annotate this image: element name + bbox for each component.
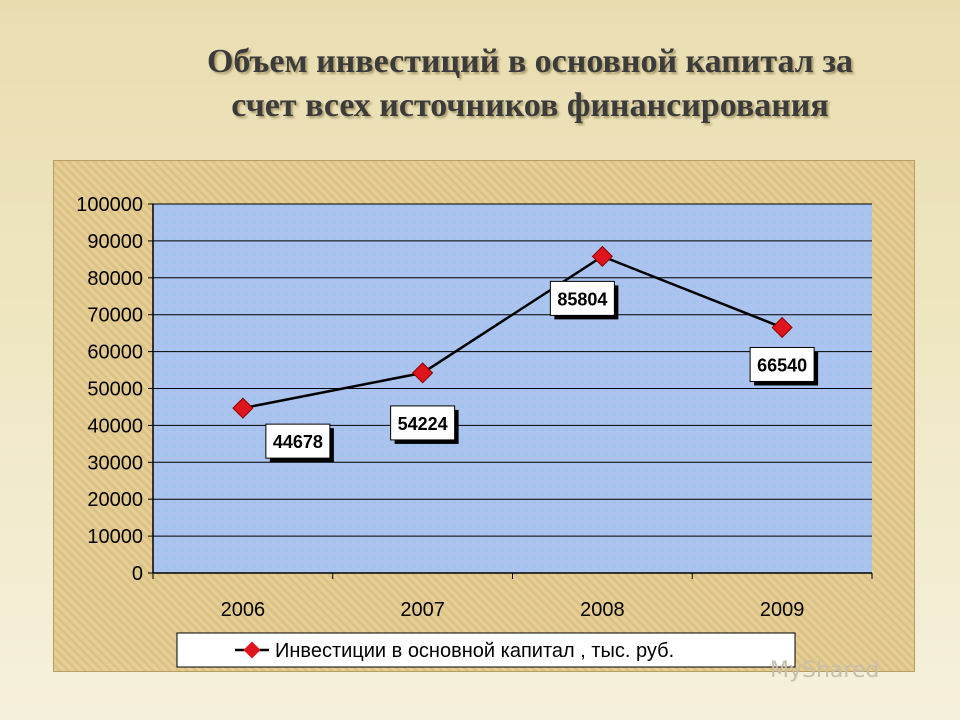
y-tick-label: 80000 xyxy=(87,268,143,290)
y-tick-label: 0 xyxy=(132,563,143,585)
data-point xyxy=(232,397,254,419)
data-label: 44678 xyxy=(273,432,323,452)
title-line-2: счет всех источников финансирования xyxy=(231,87,829,124)
data-label: 54224 xyxy=(398,414,448,434)
data-label-box xyxy=(549,280,615,316)
y-tick-label: 30000 xyxy=(87,452,143,474)
x-tick-label: 2008 xyxy=(580,599,625,621)
data-label: 85804 xyxy=(557,289,607,309)
data-label-box xyxy=(749,346,815,382)
y-tick-label: 90000 xyxy=(87,231,143,253)
data-point xyxy=(591,245,613,267)
data-label: 66540 xyxy=(757,355,807,375)
legend-marker xyxy=(243,641,261,659)
data-point xyxy=(771,316,793,339)
legend-box xyxy=(176,632,796,668)
title-line-1: Объем инвестиций в основной капитал за xyxy=(206,43,854,80)
y-tick-label: 70000 xyxy=(87,305,143,327)
data-label-box xyxy=(265,423,331,459)
y-tick-label: 50000 xyxy=(87,379,143,401)
x-tick-label: 2006 xyxy=(221,599,266,621)
y-tick-label: 60000 xyxy=(87,342,143,364)
x-tick-label: 2007 xyxy=(400,599,445,621)
watermark-logo: MyShared xyxy=(770,658,880,683)
data-point xyxy=(412,362,434,384)
page-title: Объем инвестиций в основной капитал за с… xyxy=(0,40,960,128)
x-tick-label: 2009 xyxy=(760,599,805,621)
series-line xyxy=(242,254,783,410)
legend-label: Инвестиции в основной капитал , тыс. руб… xyxy=(275,640,674,662)
y-tick-label: 20000 xyxy=(87,489,143,511)
y-tick-label: 100000 xyxy=(76,194,143,216)
y-tick-label: 10000 xyxy=(87,526,143,548)
y-tick-label: 40000 xyxy=(87,415,143,437)
data-label-box xyxy=(390,405,456,441)
